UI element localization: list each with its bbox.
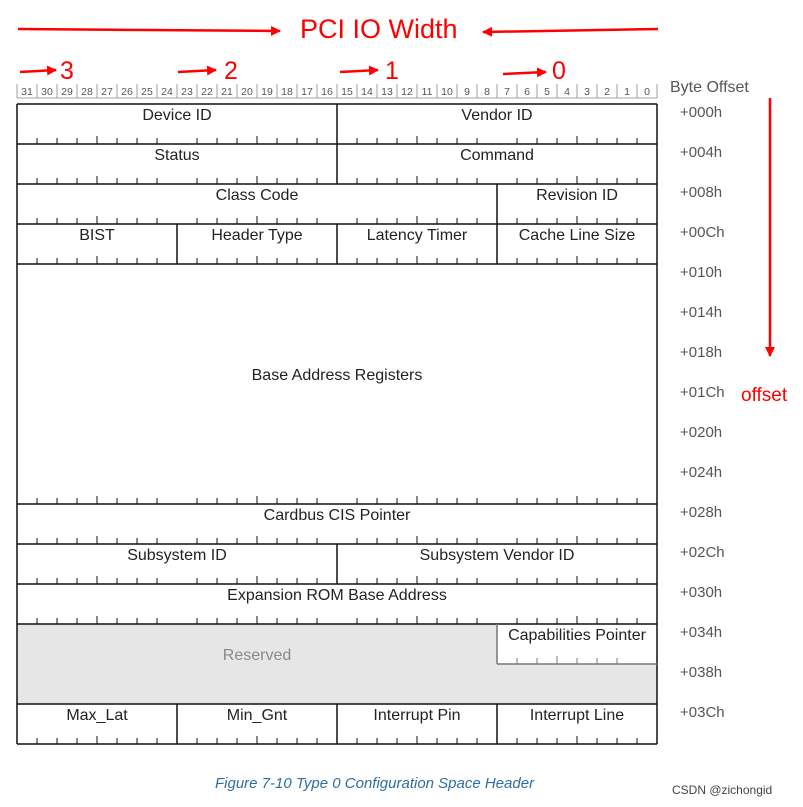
latency-timer-field: Latency Timer bbox=[366, 227, 468, 244]
cache-line-size-field: Cache Line Size bbox=[518, 227, 636, 244]
bit-number: 22 bbox=[201, 86, 213, 98]
bit-number: 25 bbox=[141, 86, 153, 98]
title-arrow-right-icon bbox=[17, 25, 281, 36]
offset-label: +018h bbox=[680, 344, 723, 361]
bit-number: 10 bbox=[441, 86, 453, 98]
bit-number: 31 bbox=[21, 86, 33, 98]
bit-number: 6 bbox=[524, 86, 530, 98]
class-code-field: Class Code bbox=[215, 187, 299, 204]
bit-number: 11 bbox=[422, 86, 433, 98]
lane-arrow-0-icon bbox=[502, 67, 547, 78]
base-address-registers-field: Base Address Registers bbox=[251, 367, 423, 384]
offset-label: +020h bbox=[680, 424, 723, 441]
figure-caption: Figure 7-10 Type 0 Configuration Space H… bbox=[215, 775, 535, 792]
command-field: Command bbox=[460, 147, 534, 164]
capabilities-pointer-field: Capabilities Pointer bbox=[508, 627, 646, 644]
byte-lane-1: 1 bbox=[385, 57, 399, 85]
bit-number: 18 bbox=[281, 86, 293, 98]
bit-number: 17 bbox=[301, 86, 313, 98]
bit-ticks bbox=[36, 136, 638, 744]
lane-arrow-2-icon bbox=[177, 65, 217, 76]
offset-annotation: offset bbox=[741, 385, 788, 406]
offset-label: +030h bbox=[680, 584, 723, 601]
register-grid bbox=[16, 103, 658, 745]
bit-number: 1 bbox=[624, 86, 630, 98]
offset-label: +014h bbox=[680, 304, 723, 321]
offset-label: +00Ch bbox=[680, 224, 725, 241]
bit-number: 7 bbox=[504, 86, 510, 98]
revision-id-field: Revision ID bbox=[536, 187, 618, 204]
bit-number: 28 bbox=[81, 86, 93, 98]
subsystem-vendor-id-field: Subsystem Vendor ID bbox=[419, 547, 575, 564]
bit-number: 15 bbox=[341, 86, 353, 98]
bit-number: 26 bbox=[121, 86, 133, 98]
byte-lane-0: 0 bbox=[552, 57, 566, 85]
bit-number: 14 bbox=[361, 86, 373, 98]
lane-arrow-3-icon bbox=[19, 65, 57, 76]
vendor-id-field: Vendor ID bbox=[461, 107, 533, 124]
interrupt-pin-field: Interrupt Pin bbox=[373, 707, 461, 724]
subsystem-id-field: Subsystem ID bbox=[127, 547, 227, 564]
interrupt-line-field: Interrupt Line bbox=[529, 707, 625, 724]
device-id-field: Device ID bbox=[142, 107, 212, 124]
offset-label: +024h bbox=[680, 464, 723, 481]
bit-ruler: 31 30 29 28 27 26 25 24 23 22 21 20 19 18 17 16 15 14 13 12… bbox=[16, 84, 658, 99]
offset-label: +004h bbox=[680, 144, 723, 161]
bit-number: 30 bbox=[41, 86, 53, 98]
offset-label: +034h bbox=[680, 624, 723, 641]
bit-number: 3 bbox=[584, 86, 590, 98]
watermark: CSDN @zichongid bbox=[672, 783, 773, 797]
title: PCI IO Width bbox=[300, 14, 458, 44]
bist-field: BIST bbox=[79, 227, 115, 244]
bit-number: 0 bbox=[644, 86, 650, 98]
header-type-field: Header Type bbox=[211, 227, 303, 244]
bit-number: 12 bbox=[401, 86, 413, 98]
byte-lane-3: 3 bbox=[60, 57, 74, 85]
offset-label: +010h bbox=[680, 264, 723, 281]
bit-number: 23 bbox=[181, 86, 193, 98]
status-field: Status bbox=[154, 147, 200, 164]
bit-number: 2 bbox=[604, 86, 610, 98]
min-gnt-field: Min_Gnt bbox=[226, 707, 288, 724]
bit-number: 5 bbox=[544, 86, 550, 98]
offset-label: +000h bbox=[680, 104, 723, 121]
bit-number: 9 bbox=[464, 86, 470, 98]
offset-label: +008h bbox=[680, 184, 723, 201]
title-arrow-left-icon bbox=[482, 26, 659, 37]
offset-label: +02Ch bbox=[680, 544, 725, 561]
byte-offset-label: Byte Offset bbox=[670, 79, 749, 96]
byte-lane-2: 2 bbox=[224, 57, 238, 85]
reserved-field: Reserved bbox=[222, 647, 292, 664]
bit-number: 19 bbox=[261, 86, 273, 98]
bit-number: 27 bbox=[101, 86, 113, 98]
bit-number: 13 bbox=[381, 86, 393, 98]
bit-number: 16 bbox=[321, 86, 333, 98]
bit-number: 20 bbox=[241, 86, 253, 98]
bit-number: 21 bbox=[221, 86, 233, 98]
offset-label: +03Ch bbox=[680, 704, 725, 721]
expansion-rom-field: Expansion ROM Base Address bbox=[227, 587, 447, 604]
offset-label: +038h bbox=[680, 664, 723, 681]
offset-label: +01Ch bbox=[680, 384, 725, 401]
offset-label: +028h bbox=[680, 504, 723, 521]
bit-number: 8 bbox=[484, 86, 490, 98]
bit-number: 24 bbox=[161, 86, 173, 98]
bit-number: 4 bbox=[564, 86, 570, 98]
cardbus-cis-pointer-field: Cardbus CIS Pointer bbox=[263, 507, 411, 524]
lane-arrow-1-icon bbox=[339, 65, 379, 76]
bit-number: 29 bbox=[61, 86, 73, 98]
max-lat-field: Max_Lat bbox=[66, 707, 128, 724]
